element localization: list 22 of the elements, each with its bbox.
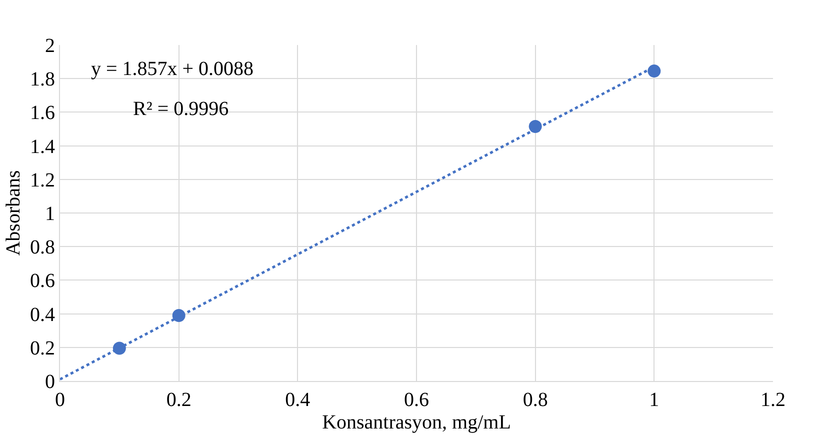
x-tick-label: 0.6 <box>404 389 429 411</box>
x-tick-label: 0.2 <box>166 389 192 411</box>
x-tick-label: 0.8 <box>522 389 548 411</box>
y-tick-label: 0.2 <box>30 337 55 360</box>
y-tick-label: 1.8 <box>30 68 55 91</box>
y-tick-label: 1.2 <box>30 169 55 192</box>
annotation: R² = 0.9996 <box>133 98 229 120</box>
y-tick-label: 1 <box>45 203 55 225</box>
y-axis-title: Absorbans <box>2 170 24 256</box>
y-tick-label: 1.4 <box>30 136 55 158</box>
point <box>648 64 661 78</box>
y-tick-label: 1.6 <box>30 102 55 124</box>
y-tick-label: 2 <box>45 35 55 57</box>
y-tick-label: 0.4 <box>30 304 55 326</box>
y-tick-label: 0 <box>45 371 55 393</box>
x-tick-label: 1 <box>649 389 660 411</box>
x-axis-title: Konsantrasyon, mg/mL <box>322 412 511 434</box>
annotation: y = 1.857x + 0.0088 <box>91 58 254 80</box>
x-tick-label: 1.2 <box>760 389 786 411</box>
y-tick-label: 0.6 <box>30 270 55 292</box>
y-tick-label: 0.8 <box>30 236 55 259</box>
x-tick-label: 0.4 <box>285 389 310 411</box>
